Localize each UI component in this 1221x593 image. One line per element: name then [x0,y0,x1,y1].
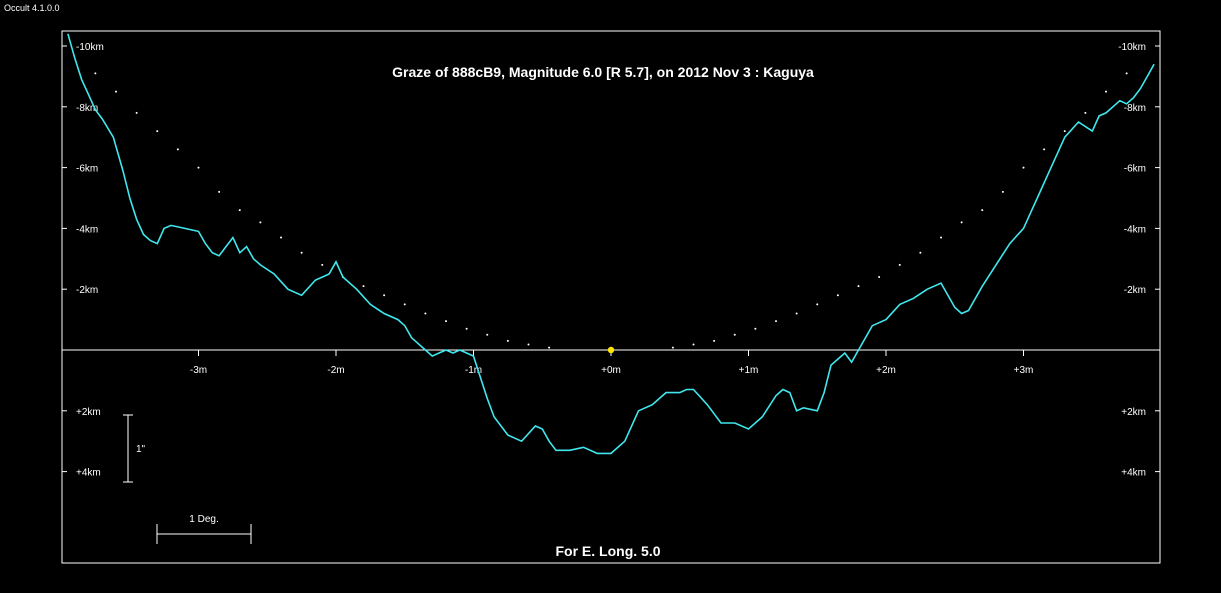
limb-dot [898,263,901,266]
x-tick-label: +1m [739,365,759,376]
limb-dotted-curve [94,72,1128,349]
limb-dot [981,209,984,212]
limb-dot [816,303,819,306]
limb-dot [383,294,386,297]
limb-dot [940,236,942,239]
y-tick-label-right: -6km [1124,164,1146,175]
y-tick-label-left: -10km [76,42,104,53]
limb-dot [1125,72,1128,75]
limb-dot [156,130,159,133]
limb-dot [115,90,117,93]
limb-dot [754,327,757,330]
y-tick-label-right: -8km [1124,103,1146,114]
limb-dot [1105,90,1107,93]
star-position-marker [607,346,615,354]
limb-dot [1001,190,1004,193]
limb-dot [960,221,963,224]
degree-scale-bar: 1 Deg. [156,514,252,544]
limb-dot [671,346,674,349]
x-tick-label: +2m [876,365,896,376]
arcsec-scale-label: 1" [136,444,146,455]
plot-footer: For E. Long. 5.0 [555,543,660,559]
y-tick-label-left: -4km [76,224,98,235]
limb-dot [775,320,777,323]
y-tick-label-left: -2km [76,285,98,296]
limb-dot [176,148,179,151]
limb-dot [733,333,736,336]
x-tick-label: -3m [190,365,207,376]
limb-dot [135,111,138,114]
limb-dot [445,320,447,323]
limb-dot [713,339,716,342]
x-tick-label: +3m [1014,365,1034,376]
limb-dot [238,209,241,212]
limb-dot [1043,148,1046,151]
y-tick-label-left: +2km [76,407,101,418]
y-tick-label-left: -6km [76,164,98,175]
y-tick-label-right: -2km [1124,285,1146,296]
limb-dot [506,339,509,342]
limb-dot [548,346,551,349]
limb-dot [1022,166,1025,169]
axis-ticks: -10km -10km -8km -8km -6km -6km -4km -4km -2km -2… [62,42,1160,479]
degree-scale-label: 1 Deg. [189,514,218,525]
y-tick-label-right: -4km [1124,224,1146,235]
limb-dot [465,327,468,330]
x-tick-label: -1m [465,365,482,376]
app-version-label: Occult 4.1.0.0 [4,3,60,13]
limb-dot [280,236,282,239]
y-tick-label-left: +4km [76,468,101,479]
limb-dot [857,285,860,288]
limb-dot [878,276,881,279]
limb-dot [527,343,530,346]
limb-dot [300,251,303,254]
limb-dot [486,333,489,336]
lunar-limb-profile-line [67,33,1155,455]
plot-frame [61,30,1161,564]
plot-title: Graze of 888cB9, Magnitude 6.0 [R 5.7], … [392,64,814,80]
limb-dot [1063,130,1066,133]
limb-dot [1084,111,1087,114]
limb-dot [403,303,406,306]
limb-dot [795,312,798,315]
y-tick-label-left: -8km [76,103,98,114]
limb-dot [836,294,839,297]
limb-dot [218,190,221,193]
limb-dot [692,343,695,346]
x-tick-label: -2m [327,365,344,376]
y-tick-label-right: +2km [1121,407,1146,418]
y-tick-label-right: -10km [1118,42,1146,53]
limb-dot [94,72,97,75]
limb-dot [259,221,262,224]
arcsec-scale-bar: 1" [123,414,146,483]
limb-dot [321,263,324,266]
y-tick-label-right: +4km [1121,468,1146,479]
x-tick-label: +0m [601,365,621,376]
limb-dot [919,251,922,254]
limb-dot [362,285,365,288]
limb-dot [197,166,200,169]
limb-dot [424,312,427,315]
